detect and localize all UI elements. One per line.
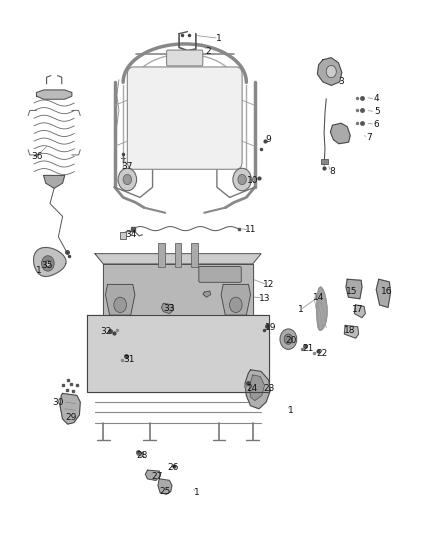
Text: 9: 9 [266,135,272,144]
Text: 1: 1 [36,266,42,275]
Text: 14: 14 [313,293,325,302]
Circle shape [280,329,297,350]
Text: 12: 12 [263,280,274,289]
Text: 36: 36 [32,152,43,161]
Polygon shape [106,285,135,315]
Polygon shape [221,285,251,315]
Text: 34: 34 [125,230,136,239]
Text: 24: 24 [246,384,258,393]
Circle shape [42,256,54,271]
FancyBboxPatch shape [199,266,241,282]
Text: 21: 21 [303,344,314,353]
Text: 19: 19 [265,324,276,333]
Polygon shape [60,393,80,424]
Text: 17: 17 [352,305,364,314]
Circle shape [230,297,242,312]
Polygon shape [317,287,327,330]
Circle shape [284,334,293,344]
Circle shape [123,174,131,184]
Text: 2: 2 [206,47,211,56]
Circle shape [326,66,336,78]
Text: 15: 15 [346,287,357,296]
Polygon shape [346,279,362,298]
Text: 25: 25 [159,487,171,496]
Circle shape [233,168,251,191]
Text: 6: 6 [374,120,380,129]
Text: 20: 20 [286,336,297,345]
Polygon shape [87,315,269,392]
Text: 18: 18 [343,326,355,335]
Polygon shape [203,291,211,297]
Polygon shape [103,264,253,315]
Polygon shape [145,470,160,480]
Text: 23: 23 [263,384,274,393]
FancyBboxPatch shape [127,67,242,169]
Bar [158,244,165,266]
Text: 11: 11 [245,225,256,234]
Polygon shape [161,303,173,313]
Text: 13: 13 [259,294,270,303]
Polygon shape [354,305,365,318]
Text: 28: 28 [136,451,147,461]
Circle shape [118,168,137,191]
Text: 8: 8 [330,167,336,176]
Bar [120,232,127,239]
Text: 31: 31 [123,355,134,364]
Text: 35: 35 [42,261,53,270]
Circle shape [46,260,50,266]
Circle shape [114,297,127,312]
Bar [321,159,328,164]
Polygon shape [158,479,172,494]
Text: 1: 1 [289,406,294,415]
Text: 30: 30 [53,398,64,407]
Text: 27: 27 [151,472,162,481]
Polygon shape [318,58,342,85]
Polygon shape [44,175,65,188]
Text: 3: 3 [338,77,344,86]
Text: 4: 4 [374,94,379,103]
Circle shape [238,174,246,184]
Bar [191,244,198,266]
Text: 33: 33 [164,304,175,313]
Text: 32: 32 [100,327,111,336]
Polygon shape [36,90,72,99]
Text: 22: 22 [316,349,328,358]
Text: 10: 10 [247,176,258,185]
Text: 26: 26 [167,463,178,472]
Text: 37: 37 [122,161,133,171]
Polygon shape [249,375,265,401]
Bar [175,244,181,266]
Polygon shape [34,247,66,277]
Text: 1: 1 [298,305,304,314]
Polygon shape [95,254,261,264]
Text: 29: 29 [65,413,77,422]
Text: 5: 5 [374,107,380,116]
Text: 16: 16 [381,287,393,296]
Text: 1: 1 [216,34,222,43]
Polygon shape [245,370,270,409]
Text: 1: 1 [194,488,200,497]
Polygon shape [330,123,350,144]
Polygon shape [344,325,359,338]
FancyBboxPatch shape [166,50,203,66]
Polygon shape [376,279,391,308]
Text: 7: 7 [367,133,372,142]
